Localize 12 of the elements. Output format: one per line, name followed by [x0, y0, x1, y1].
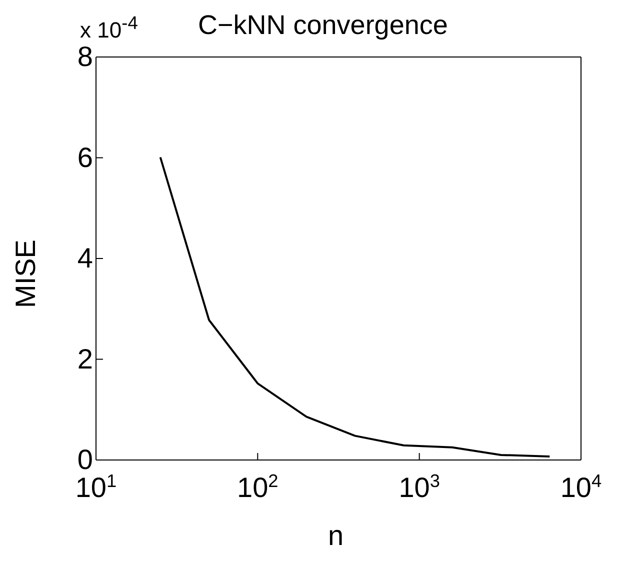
y-tick-label: 4: [77, 242, 93, 274]
x-tick-label: 10$^{3}$: [398, 471, 440, 503]
line-series: [159, 156, 551, 458]
text: x 10$^{-4}$: [80, 12, 138, 44]
x-axis-title: n: [328, 520, 344, 552]
x-tick-label: 10$^{2}$: [237, 471, 278, 503]
y-tick-label: 8: [77, 41, 93, 72]
y-axis-title: MISE: [10, 240, 42, 308]
chart-title: C−kNN convergence: [198, 10, 448, 41]
x-tick-label: 10$^{4}$: [560, 471, 602, 503]
y-tick-label: 6: [77, 142, 93, 173]
y-tick-label: 2: [77, 343, 93, 374]
